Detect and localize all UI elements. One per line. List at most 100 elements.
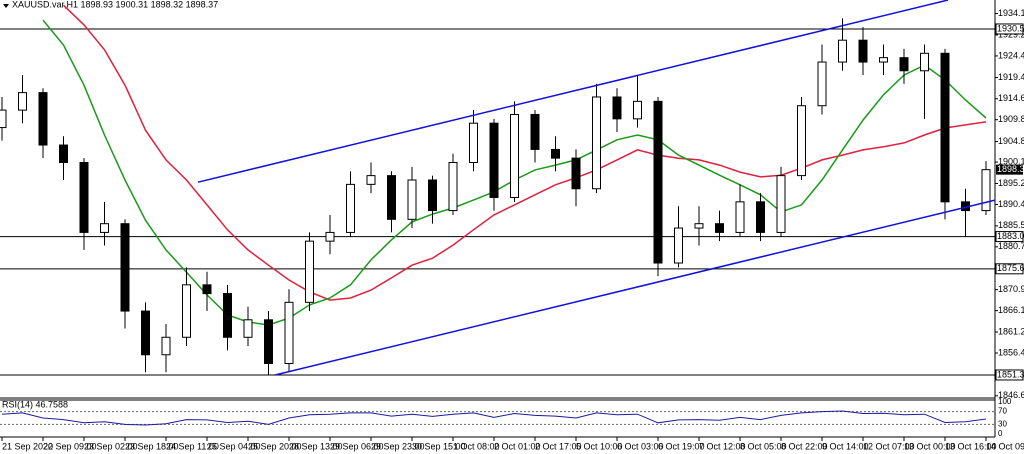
- symbol-arrow: [3, 4, 9, 8]
- candle-body: [612, 96, 622, 120]
- y-tick-label: 1885.50: [998, 220, 1024, 230]
- x-tick-label: 28 Sep 13:00: [289, 441, 343, 451]
- candle-body: [817, 61, 827, 107]
- candle-body: [305, 240, 314, 303]
- x-tick-label: 30 Sep 15:00: [412, 441, 466, 451]
- candle-body: [18, 92, 27, 111]
- y-tick-label: 1914.60: [998, 93, 1024, 103]
- x-tick-label: 13 Oct 16:00: [945, 441, 997, 451]
- candle-body: [120, 223, 130, 312]
- y-tick-label: 1904.80: [998, 136, 1024, 146]
- candle-body: [387, 175, 396, 220]
- candle-body: [879, 57, 888, 63]
- level-label-box: [995, 231, 1024, 243]
- x-tick-label: 5 Oct 10:00: [576, 441, 623, 451]
- candle-body: [633, 100, 642, 120]
- y-tick-label: 1870.90: [998, 284, 1024, 294]
- x-tick-label: 2 Oct 17:00: [535, 441, 582, 451]
- candle-body: [776, 175, 786, 233]
- candle-body: [571, 157, 581, 190]
- candle-body: [161, 336, 171, 356]
- candle-body: [653, 100, 663, 264]
- candle-body: [79, 162, 89, 233]
- y-tick-label: 1861.20: [998, 326, 1024, 336]
- x-tick-label: 9 Oct 14:00: [822, 441, 869, 451]
- candle-body: [407, 179, 417, 220]
- candle-body: [940, 52, 950, 203]
- candle-body: [38, 92, 48, 146]
- candle-body: [489, 122, 499, 198]
- candle-body: [325, 231, 335, 242]
- y-tick-label: 1934.10: [998, 8, 1024, 18]
- candle-body: [366, 175, 376, 185]
- rsi-tick-label: 70: [998, 407, 1007, 416]
- y-tick-label: 1895.20: [998, 178, 1024, 188]
- rsi-line: [1, 410, 987, 426]
- trendline: [197, 0, 949, 183]
- x-tick-label: 14 Oct 09:00: [986, 441, 1024, 451]
- candle-body: [264, 319, 273, 364]
- current-price-label: 1898.37: [997, 164, 1024, 174]
- y-tick-label: 1919.45: [998, 72, 1024, 82]
- rsi-tick-label: 0: [998, 429, 1003, 438]
- candle-body: [756, 201, 765, 233]
- y-tick-label: 1866.10: [998, 305, 1024, 315]
- rsi-tick-label: 30: [998, 420, 1007, 429]
- moving-average: [62, 4, 987, 301]
- trendline: [274, 199, 996, 376]
- level-label: 1883.05: [997, 231, 1024, 241]
- x-tick-label: 23 Sep 18:00: [125, 441, 179, 451]
- candle-body: [448, 162, 458, 212]
- y-tick-label: 1890.40: [998, 199, 1024, 209]
- x-tick-label: 1 Oct 08:00: [453, 441, 500, 451]
- x-tick-label: 7 Oct 12:00: [699, 441, 746, 451]
- x-tick-label: 23 Sep 02:00: [84, 441, 138, 451]
- candle-body: [797, 105, 806, 177]
- candle-body: [469, 122, 478, 164]
- x-tick-label: 29 Sep 06:00: [330, 441, 384, 451]
- candle-body: [510, 113, 519, 198]
- candle-body: [735, 201, 745, 233]
- y-tick-label: 1909.80: [998, 114, 1024, 124]
- candle-body: [223, 293, 232, 338]
- level-label-box: [995, 263, 1024, 275]
- level-label: 1875.67: [997, 263, 1024, 273]
- rsi-label: RSI(14) 46.7588: [2, 399, 68, 409]
- candle-body: [59, 144, 68, 164]
- candle-body: [243, 319, 253, 338]
- candle-body: [674, 227, 683, 264]
- x-tick-label: 6 Oct 19:00: [658, 441, 705, 451]
- candle-body: [715, 223, 724, 233]
- candle-body: [182, 284, 191, 338]
- candle-body: [838, 39, 847, 63]
- candle-body: [202, 284, 212, 295]
- level-label: 1930.57: [997, 23, 1024, 33]
- x-tick-label: 25 Sep 04:00: [207, 441, 261, 451]
- x-tick-label: 25 Sep 20:00: [248, 441, 302, 451]
- x-tick-label: 21 Sep 2020: [2, 441, 53, 451]
- y-tick-label: 1880.70: [998, 241, 1024, 251]
- x-tick-label: 8 Oct 22:00: [781, 441, 828, 451]
- rsi-tick-label: 100: [998, 397, 1012, 406]
- x-tick-label: 12 Oct 07:00: [863, 441, 915, 451]
- x-tick-label: 8 Oct 05:00: [740, 441, 787, 451]
- candle-body: [141, 310, 150, 356]
- candle-body: [694, 223, 704, 229]
- level-label: 1851.37: [997, 369, 1024, 379]
- candle-body: [0, 109, 7, 129]
- x-tick-label: 22 Sep 09:00: [43, 441, 97, 451]
- candle-body: [284, 301, 294, 364]
- candle-body: [428, 179, 437, 212]
- candle-body: [100, 223, 109, 233]
- candle-body: [899, 57, 909, 72]
- candle-body: [551, 148, 560, 159]
- candle-body: [592, 96, 601, 190]
- level-label-box: [995, 23, 1024, 35]
- candle-body: [981, 169, 991, 212]
- y-tick-label: 1856.40: [998, 347, 1024, 357]
- x-tick-label: 2 Oct 01:00: [494, 441, 541, 451]
- y-tick-label: 1846.60: [998, 390, 1024, 400]
- level-label-box: [995, 369, 1024, 381]
- candle-body: [920, 52, 929, 72]
